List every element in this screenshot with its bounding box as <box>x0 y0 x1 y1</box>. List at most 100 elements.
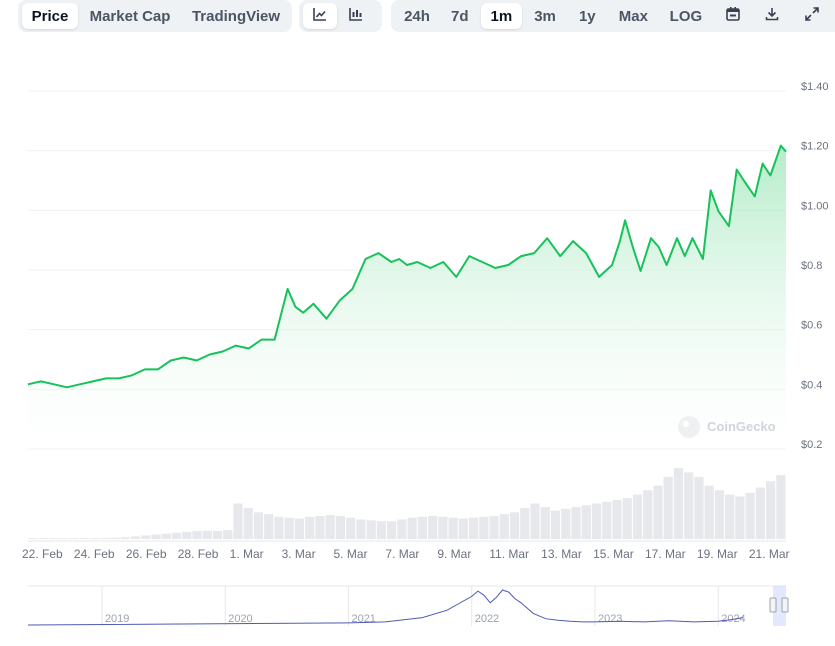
volume-bar <box>489 515 499 539</box>
chart-toolbar: Price Market Cap TradingView 24h 7d 1m 3… <box>0 0 835 33</box>
date-picker-button[interactable] <box>714 3 752 29</box>
fullscreen-button[interactable] <box>793 3 831 29</box>
volume-bar <box>530 503 540 539</box>
volume-bar <box>325 515 335 539</box>
volume-bar <box>79 538 89 539</box>
line-chart-button[interactable] <box>303 3 337 29</box>
range-navigator[interactable]: 2019 2020 2021 2022 2023 2024 <box>27 585 789 626</box>
volume-bar <box>141 535 151 539</box>
volume-bar <box>673 468 684 539</box>
volume-bar <box>284 517 294 539</box>
volume-bar <box>704 485 714 539</box>
navigator-year-label: 2023 <box>598 613 622 625</box>
volume-bar <box>315 515 325 539</box>
volume-bar <box>427 515 438 539</box>
x-tick-label: 5. Mar <box>334 547 368 561</box>
volume-bar <box>110 537 120 539</box>
volume-bar <box>632 494 643 539</box>
volume-bar <box>335 515 346 539</box>
volume-bar <box>417 516 427 539</box>
candlestick-chart-button[interactable] <box>339 3 373 29</box>
tab-tradingview[interactable]: TradingView <box>191 7 281 25</box>
range-3m[interactable]: 3m <box>534 7 556 25</box>
volume-bar <box>622 498 632 539</box>
volume-bar <box>161 533 171 539</box>
x-tick-label: 22. Feb <box>22 547 63 561</box>
range-24h[interactable]: 24h <box>404 7 430 25</box>
x-tick-label: 1. Mar <box>230 547 264 561</box>
navigator-right-handle[interactable] <box>781 597 789 613</box>
volume-bar <box>69 538 79 539</box>
volume-bar <box>376 521 387 539</box>
volume-bar <box>755 487 766 539</box>
volume-bar <box>684 472 694 539</box>
navigator-year-label: 2022 <box>475 613 499 625</box>
volume-bar <box>212 531 223 539</box>
y-tick-label: $0.6 <box>801 320 822 332</box>
navigator-left-handle[interactable] <box>769 597 777 613</box>
volume-bar <box>602 501 612 539</box>
volume-bar <box>38 538 48 539</box>
volume-bar <box>120 537 130 539</box>
volume-bar <box>243 507 253 539</box>
volume-bar <box>192 531 202 539</box>
navigator-series-line <box>27 589 743 626</box>
range-1y[interactable]: 1y <box>578 7 596 25</box>
range-7d[interactable]: 7d <box>451 7 469 25</box>
volume-bar <box>346 517 356 539</box>
volume-bar <box>48 538 59 539</box>
x-tick-label: 21. Mar <box>749 547 790 561</box>
volume-bar <box>468 517 479 539</box>
volume-bar <box>264 514 274 539</box>
volume-bar <box>520 507 530 539</box>
volume-bar <box>171 532 182 539</box>
volume-bar <box>509 512 520 539</box>
volume-bar <box>725 494 735 539</box>
y-tick-label: $0.4 <box>801 379 822 391</box>
x-tick-label: 15. Mar <box>593 547 634 561</box>
y-tick-label: $0.8 <box>801 260 822 272</box>
y-tick-label: $1.00 <box>801 200 829 212</box>
calendar-icon <box>725 6 741 26</box>
x-tick-label: 11. Mar <box>489 547 529 561</box>
volume-bar <box>714 490 725 539</box>
volume-bar <box>458 518 468 539</box>
tab-price[interactable]: Price <box>22 3 78 29</box>
watermark-label: CoinGecko <box>707 419 776 434</box>
volume-bar <box>571 507 581 539</box>
navigator-year-label: 2021 <box>351 613 375 625</box>
volume-bar <box>407 517 417 539</box>
time-range-group: 24h 7d 1m 3m 1y Max LOG <box>391 0 835 32</box>
volume-bar <box>233 503 243 539</box>
y-tick-label: $1.40 <box>801 81 829 93</box>
download-button[interactable] <box>754 3 792 29</box>
volume-bar <box>100 537 110 539</box>
x-tick-label: 3. Mar <box>282 547 316 561</box>
coingecko-watermark: CoinGecko <box>678 416 776 438</box>
x-tick-label: 19. Mar <box>697 547 738 561</box>
navigator-year-label: 2024 <box>721 613 745 625</box>
x-tick-label: 9. Mar <box>437 547 471 561</box>
log-scale-toggle[interactable]: LOG <box>669 7 703 25</box>
range-1m[interactable]: 1m <box>480 3 523 29</box>
range-max[interactable]: Max <box>618 7 648 25</box>
navigator-selection[interactable] <box>773 586 786 626</box>
volume-bar <box>397 519 407 539</box>
price-line <box>27 144 787 389</box>
chart-type-group <box>299 0 382 32</box>
tab-market-cap[interactable]: Market Cap <box>89 7 171 25</box>
logo-eye <box>683 421 689 427</box>
volume-bar <box>223 530 233 539</box>
volume-bar <box>591 503 602 539</box>
y-tick-label: $1.20 <box>801 141 829 153</box>
volume-bar <box>151 534 161 539</box>
volume-bar <box>438 516 448 539</box>
volume-bar <box>663 476 673 539</box>
volume-bar <box>735 496 745 539</box>
volume-bar <box>612 499 622 539</box>
volume-bar <box>305 516 315 539</box>
line-chart-icon <box>312 6 328 26</box>
volume-bar <box>694 476 704 539</box>
coingecko-logo-icon <box>678 416 700 438</box>
